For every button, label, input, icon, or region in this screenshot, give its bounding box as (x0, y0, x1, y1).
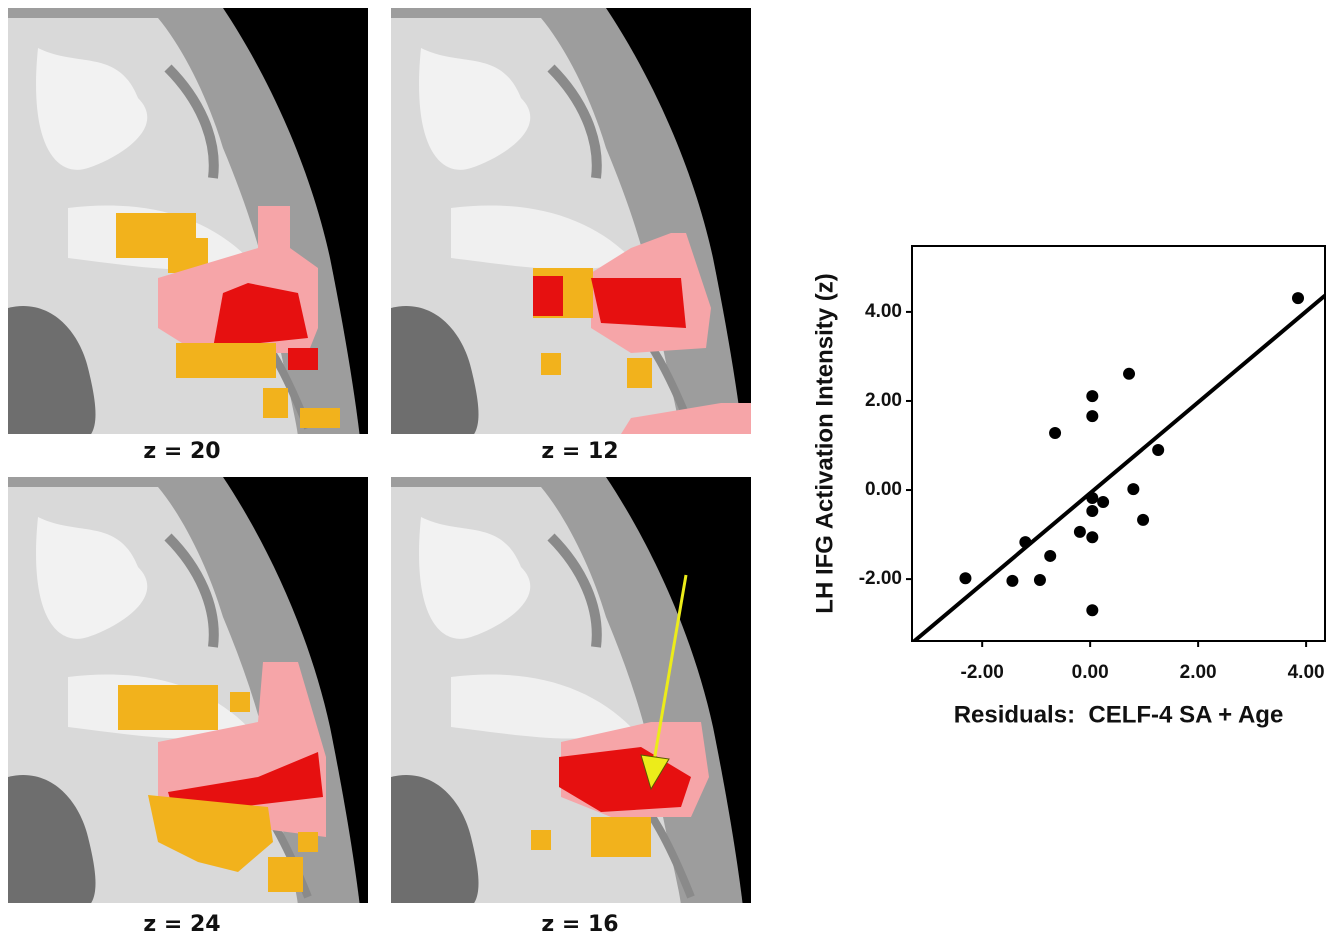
data-point (1006, 575, 1018, 587)
brain-slice (391, 477, 771, 907)
data-point (1086, 390, 1098, 402)
fit-line (912, 296, 1325, 643)
y-tick-label: 2.00 (865, 390, 902, 411)
brain-slice (8, 8, 388, 438)
data-point (1044, 550, 1056, 562)
x-tick-label: 0.00 (1072, 662, 1109, 683)
y-tick-label: -2.00 (859, 568, 902, 589)
figure: z = 20 z = 12 z = 24 z = 16 -2.00 0.00 2.0… (0, 0, 1341, 940)
panel-label: z = 16 (541, 912, 618, 937)
data-point (1086, 492, 1098, 504)
y-tick-label: 0.00 (865, 479, 902, 500)
data-point (1019, 536, 1031, 548)
y-tick-label: 4.00 (865, 301, 902, 322)
x-tick-label: 2.00 (1180, 662, 1217, 683)
data-point (1086, 410, 1098, 422)
data-point (1292, 292, 1304, 304)
data-point (1086, 531, 1098, 543)
data-point (1086, 505, 1098, 517)
x-axis-title: Residuals: CELF-4 SA + Age (954, 701, 1284, 728)
brain-slice (8, 477, 388, 907)
data-point (1049, 427, 1061, 439)
data-point (959, 572, 971, 584)
y-axis-title: LH IFG Activation Intensity (z) (811, 273, 838, 613)
data-point (1127, 483, 1139, 495)
data-point (1097, 496, 1109, 508)
brain-slice (391, 8, 771, 438)
data-point (1152, 444, 1164, 456)
data-point (1123, 368, 1135, 380)
data-point (1074, 526, 1086, 538)
panel-label: z = 20 (143, 439, 220, 464)
panel-label: z = 24 (143, 912, 220, 937)
data-point (1086, 604, 1098, 616)
data-point (1137, 514, 1149, 526)
data-point (1034, 574, 1046, 586)
panel-label: z = 12 (541, 439, 618, 464)
x-tick-label: -2.00 (961, 662, 1004, 683)
plot-frame (912, 246, 1325, 641)
x-tick-label: 4.00 (1288, 662, 1325, 683)
